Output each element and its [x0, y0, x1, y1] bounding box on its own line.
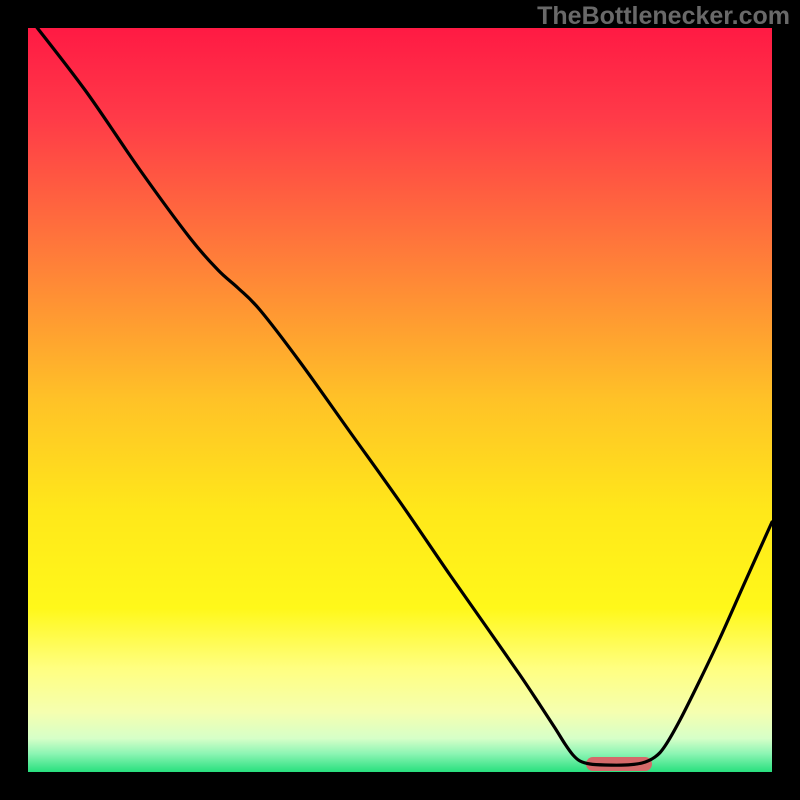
watermark-text: TheBottlenecker.com [537, 2, 790, 31]
chart-container: TheBottlenecker.com [0, 0, 800, 800]
gradient-background [28, 28, 772, 772]
bottleneck-chart [0, 0, 800, 800]
